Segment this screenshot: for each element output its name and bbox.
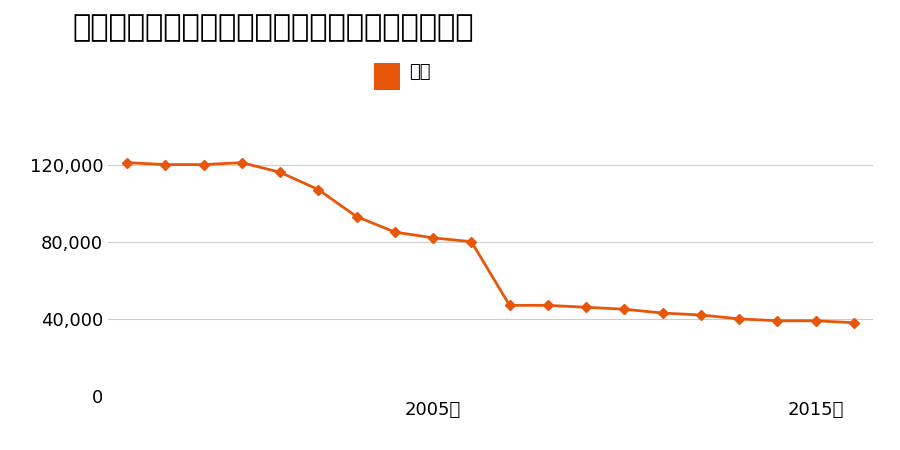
Text: 価格: 価格 (410, 63, 431, 81)
Text: 鳥取県鳥取市吉成字下池田１０２２番の地価推移: 鳥取県鳥取市吉成字下池田１０２２番の地価推移 (72, 14, 473, 42)
FancyBboxPatch shape (374, 63, 400, 90)
